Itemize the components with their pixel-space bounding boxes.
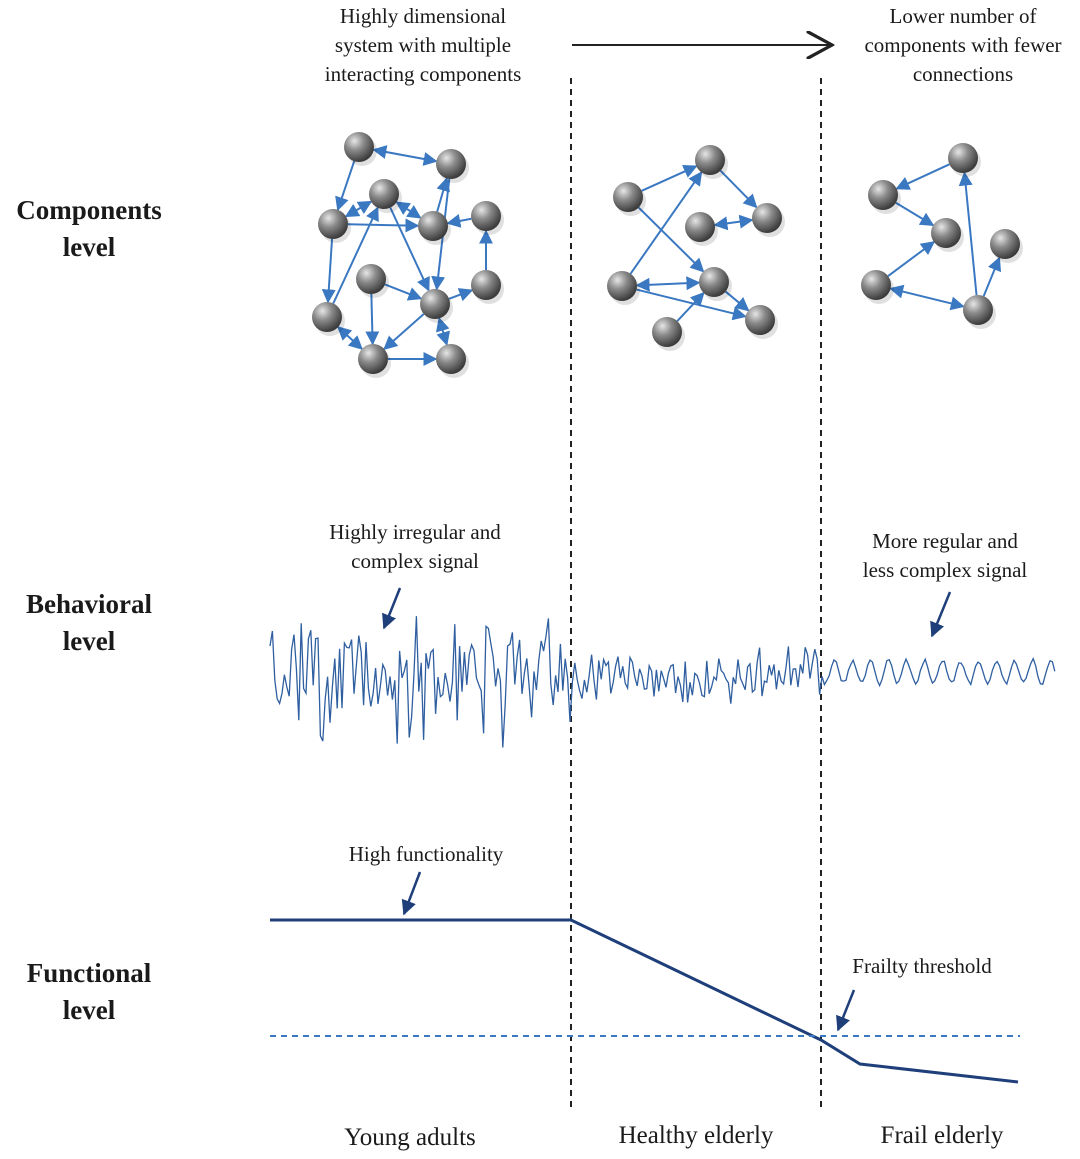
connection-arrow: [982, 256, 1002, 297]
header-right-note-line1: Lower number of: [889, 4, 1037, 28]
component-node: [990, 229, 1020, 259]
component-node: [868, 180, 898, 210]
component-node: [745, 305, 775, 335]
connection-arrow: [395, 201, 422, 219]
components-level-label-line2: level: [62, 232, 116, 262]
connection-arrow: [365, 293, 380, 346]
connection-arrow: [895, 201, 935, 227]
component-node: [358, 344, 388, 374]
connection-arrow: [637, 206, 705, 273]
connection-arrow: [724, 290, 750, 312]
frailty-threshold-note: Frailty threshold: [852, 954, 992, 978]
irregular-signal-note: Highly irregular and complex signal: [290, 518, 540, 576]
network-connections: [321, 145, 1002, 366]
connection-arrow: [436, 177, 451, 212]
header-left-note-line2: system with multiple: [334, 33, 512, 57]
component-node: [613, 182, 643, 212]
connection-arrow: [635, 276, 701, 292]
component-node: [318, 209, 348, 239]
connection-arrow: [676, 291, 705, 322]
components-level-label: Components level: [0, 192, 184, 266]
component-node: [948, 143, 978, 173]
component-node: [344, 132, 374, 162]
network-components: [312, 132, 1023, 378]
regular-signal-note-line2: less complex signal: [862, 558, 1028, 582]
functional-level-label-line2: level: [62, 995, 116, 1025]
functional-level-label-line1: Functional: [26, 958, 152, 988]
component-node: [685, 212, 715, 242]
connection-arrow: [887, 241, 936, 277]
connection-arrow: [895, 163, 950, 190]
connection-arrow: [347, 218, 420, 233]
component-node: [752, 203, 782, 233]
connection-arrow: [629, 171, 703, 275]
connection-arrow: [344, 200, 373, 218]
components-level-label-line1: Components: [16, 195, 162, 225]
connection-arrow: [641, 164, 698, 192]
component-node: [931, 218, 961, 248]
header-left-note-line3: interacting components: [324, 62, 522, 86]
connection-arrow: [321, 238, 336, 304]
irregular-signal-note-line2: complex signal: [351, 549, 479, 573]
component-node: [471, 201, 501, 231]
component-node: [695, 145, 725, 175]
connection-arrow: [384, 283, 423, 301]
component-node: [861, 270, 891, 300]
component-node: [356, 264, 386, 294]
component-node: [312, 302, 342, 332]
behavioral-signal: [269, 616, 1056, 748]
connection-arrow: [446, 214, 472, 228]
header-left-note: Highly dimensional system with multiple …: [288, 2, 558, 89]
component-node: [436, 344, 466, 374]
header-right-note-line2: components with fewer: [864, 33, 1062, 57]
connection-arrow: [713, 214, 754, 231]
group-healthy-elderly: Healthy elderly: [618, 1122, 774, 1149]
component-node: [436, 149, 466, 179]
regular-signal-note-line1: More regular and: [872, 529, 1018, 553]
group-frail-elderly: Frail elderly: [880, 1122, 1004, 1149]
component-node: [963, 295, 993, 325]
component-node: [369, 179, 399, 209]
irregular-signal-pointer: [382, 587, 402, 630]
connection-arrow: [372, 145, 438, 166]
connection-arrow: [719, 169, 758, 209]
component-node: [418, 211, 448, 241]
connection-arrow: [889, 284, 965, 311]
behavioral-level-label-line2: level: [62, 626, 116, 656]
component-node: [607, 271, 637, 301]
functional-trajectory: [270, 918, 1019, 1084]
connection-arrow: [958, 171, 978, 296]
connection-arrow: [435, 317, 451, 346]
functional-level-label: Functional level: [0, 955, 184, 1029]
connection-arrow: [389, 207, 430, 292]
behavioral-level-label: Behavioral level: [0, 586, 184, 660]
behavioral-level-label-line1: Behavioral: [26, 589, 152, 619]
connection-arrow: [448, 288, 474, 302]
frailty-threshold-pointer: [836, 989, 856, 1032]
component-node: [652, 317, 682, 347]
connection-arrow: [335, 160, 356, 212]
regular-signal-note: More regular and less complex signal: [820, 527, 1070, 585]
regular-signal-pointer: [930, 591, 952, 638]
irregular-signal-note-line1: Highly irregular and: [329, 520, 501, 544]
header-left-note-line1: Highly dimensional: [339, 4, 507, 28]
connection-arrow: [332, 206, 379, 304]
component-node: [699, 267, 729, 297]
component-node: [471, 270, 501, 300]
component-node: [420, 289, 450, 319]
high-functionality-pointer: [401, 871, 422, 916]
connection-arrow: [337, 326, 363, 350]
header-right-note-line3: connections: [912, 62, 1014, 86]
high-functionality-note: High functionality: [348, 842, 504, 866]
connection-arrow: [383, 313, 425, 350]
header-right-note: Lower number of components with fewer co…: [838, 2, 1080, 89]
group-young-adults: Young adults: [344, 1124, 476, 1151]
